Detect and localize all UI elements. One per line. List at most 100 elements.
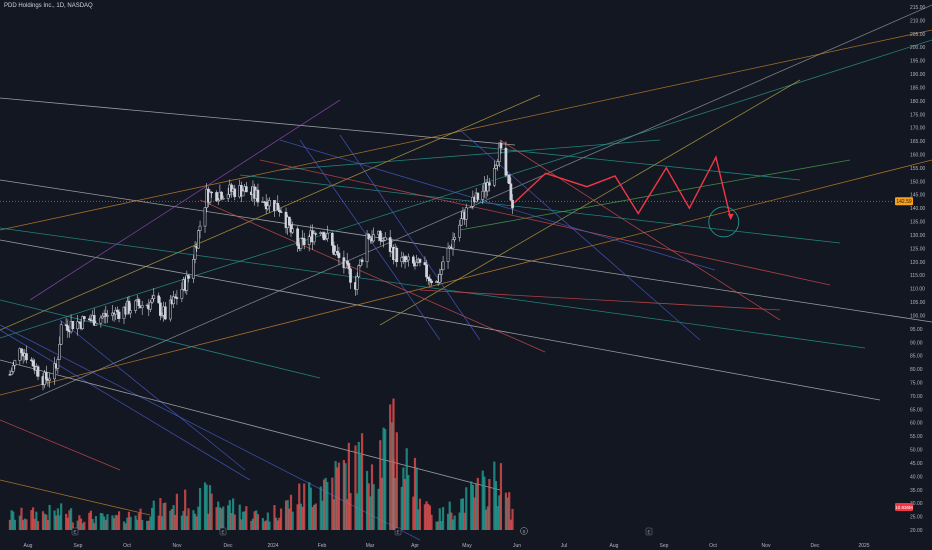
x-tick-label: Dec xyxy=(811,543,820,549)
trend-line xyxy=(0,97,516,146)
volume-bar xyxy=(450,512,453,530)
candle-body xyxy=(157,295,161,304)
volume-bar xyxy=(197,506,200,530)
volume-bar xyxy=(279,508,283,530)
candle-body xyxy=(220,191,223,200)
volume-bar xyxy=(103,516,106,530)
volume-bar xyxy=(76,520,79,530)
volume-bar xyxy=(430,514,433,530)
candle-body xyxy=(446,247,450,262)
price-axis: 215.00 210.00 205.00 200.00 195.00 190.00 185.… xyxy=(910,5,926,534)
y-tick-label: 115.00 xyxy=(910,273,925,279)
volume-bar xyxy=(357,441,360,530)
candle-body xyxy=(175,297,179,299)
candle-body xyxy=(459,218,463,226)
earnings-marker xyxy=(219,527,227,536)
trend-line xyxy=(0,239,881,401)
y-tick-label: 175.00 xyxy=(910,112,926,118)
candle-body xyxy=(403,256,407,262)
candle-body xyxy=(82,316,86,320)
volume-bar xyxy=(65,513,68,530)
y-tick-label: 160.00 xyxy=(910,153,926,159)
y-tick-label: 20.00 xyxy=(910,528,923,534)
candle-body xyxy=(173,296,177,298)
y-tick-label: 90.00 xyxy=(910,340,923,346)
candle-body xyxy=(441,261,445,271)
candlesticks xyxy=(8,139,514,391)
volume-bar xyxy=(425,501,428,530)
volume-bar xyxy=(276,520,279,530)
volume-bar xyxy=(379,440,382,530)
volume-bar xyxy=(205,484,208,530)
volume-bar xyxy=(184,489,187,530)
candle-body xyxy=(56,359,60,369)
volume-bar xyxy=(314,503,317,530)
volume-bar xyxy=(493,461,496,530)
candle-body xyxy=(233,188,237,198)
candle-body xyxy=(208,191,212,203)
candle-body xyxy=(30,359,33,361)
volume-bar xyxy=(210,493,213,530)
x-tick-label: Dec xyxy=(224,543,233,549)
candle-body xyxy=(13,360,17,366)
x-tick-label: May xyxy=(462,543,472,549)
candle-body xyxy=(355,276,359,290)
y-tick-label: 180.00 xyxy=(910,99,926,105)
volume-bar xyxy=(162,503,165,530)
volume-bar xyxy=(230,512,233,530)
candle-body xyxy=(347,263,351,270)
candle-body xyxy=(266,205,270,210)
volume-bar xyxy=(498,495,501,530)
volume-bar xyxy=(390,422,393,530)
candle-body xyxy=(71,321,75,330)
trend-line xyxy=(239,174,841,244)
candle-body xyxy=(423,262,427,265)
volume-bar xyxy=(296,504,299,530)
volume-bar xyxy=(511,508,514,530)
candle-body xyxy=(87,318,91,321)
x-tick-label: Apr xyxy=(411,543,419,549)
candle-body xyxy=(335,251,339,254)
candle-body xyxy=(407,256,410,261)
volume-bar xyxy=(298,483,301,530)
candle-body xyxy=(276,203,280,211)
candle-body xyxy=(152,295,156,299)
volume-bar xyxy=(380,477,384,530)
volume-bar xyxy=(10,510,13,530)
trend-line xyxy=(0,179,932,323)
volume-bar xyxy=(243,511,246,530)
candle-body xyxy=(203,207,207,227)
candle-body xyxy=(185,275,189,291)
volume-bar xyxy=(48,504,51,530)
volume-bar xyxy=(192,510,195,530)
volume-bar xyxy=(471,484,474,530)
volume-bar xyxy=(18,515,21,530)
volume-bar xyxy=(365,470,369,530)
time-axis: Aug Sep Oct Nov Dec 2024 Feb Mar Apr May Jun Jul Aug… xyxy=(24,543,870,549)
candle-body xyxy=(94,322,98,326)
candle-body xyxy=(89,319,93,322)
x-tick-label: Aug xyxy=(610,543,619,549)
candle-body xyxy=(116,309,119,313)
candle-body xyxy=(302,238,306,245)
volume-bar xyxy=(481,470,484,530)
x-tick-label: 2025 xyxy=(858,543,869,549)
trend-line xyxy=(259,159,831,286)
candle-body xyxy=(511,199,514,209)
candle-body xyxy=(388,237,392,253)
volume-bar xyxy=(326,482,329,530)
trend-line xyxy=(0,159,932,396)
candle-body xyxy=(268,200,271,207)
candle-body xyxy=(426,276,430,280)
volume-bar xyxy=(240,519,243,530)
volume-bar xyxy=(336,467,339,530)
x-tick-label: Oct xyxy=(123,543,131,549)
volume-bar xyxy=(127,511,131,530)
trend-line xyxy=(379,79,801,326)
volume-bar xyxy=(448,501,451,530)
volume-bar xyxy=(66,517,69,530)
earnings-marker-label: E xyxy=(221,530,224,535)
candle-body xyxy=(492,167,496,186)
volume-bar xyxy=(303,483,306,530)
